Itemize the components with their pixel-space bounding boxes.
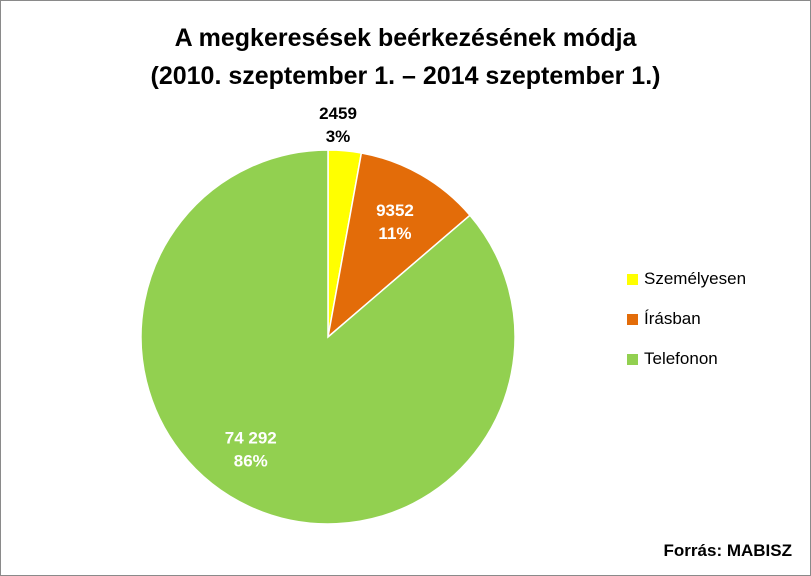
legend-label-szemelyesen: Személyesen — [644, 269, 747, 288]
legend-swatch-telefonon — [627, 353, 638, 365]
data-label-percent-telefonon: 86% — [234, 451, 268, 470]
chart-title-block: A megkeresések beérkezésének módja (2010… — [1, 19, 810, 95]
chart-subtitle: (2010. szeptember 1. – 2014 szeptember 1… — [150, 62, 661, 90]
legend-label-telefonon: Telefonon — [644, 349, 718, 368]
data-label-percent-irasban: 11% — [378, 224, 411, 243]
chart-title: A megkeresések beérkezésének módja — [174, 24, 637, 52]
legend-item-telefonon: Telefonon — [627, 339, 746, 379]
legend-swatch-irasban — [627, 313, 638, 325]
data-label-value-szemelyesen: 2459 — [319, 104, 357, 123]
data-label-percent-szemelyesen: 3% — [326, 127, 351, 146]
source-note: Forrás: MABISZ — [663, 541, 792, 560]
legend-swatch-szemelyesen — [627, 273, 638, 285]
legend-label-irasban: Írásban — [644, 309, 701, 328]
pie-slice-telefonon — [140, 149, 516, 525]
data-label-value-irasban: 9352 — [376, 201, 414, 220]
legend-item-szemelyesen: Személyesen — [627, 259, 746, 299]
pie-slice-irasban — [326, 152, 472, 339]
legend: Személyesen Írásban Telefonon — [627, 259, 746, 379]
data-label-value-telefonon: 74 292 — [225, 428, 277, 447]
legend-item-irasban: Írásban — [627, 299, 746, 339]
